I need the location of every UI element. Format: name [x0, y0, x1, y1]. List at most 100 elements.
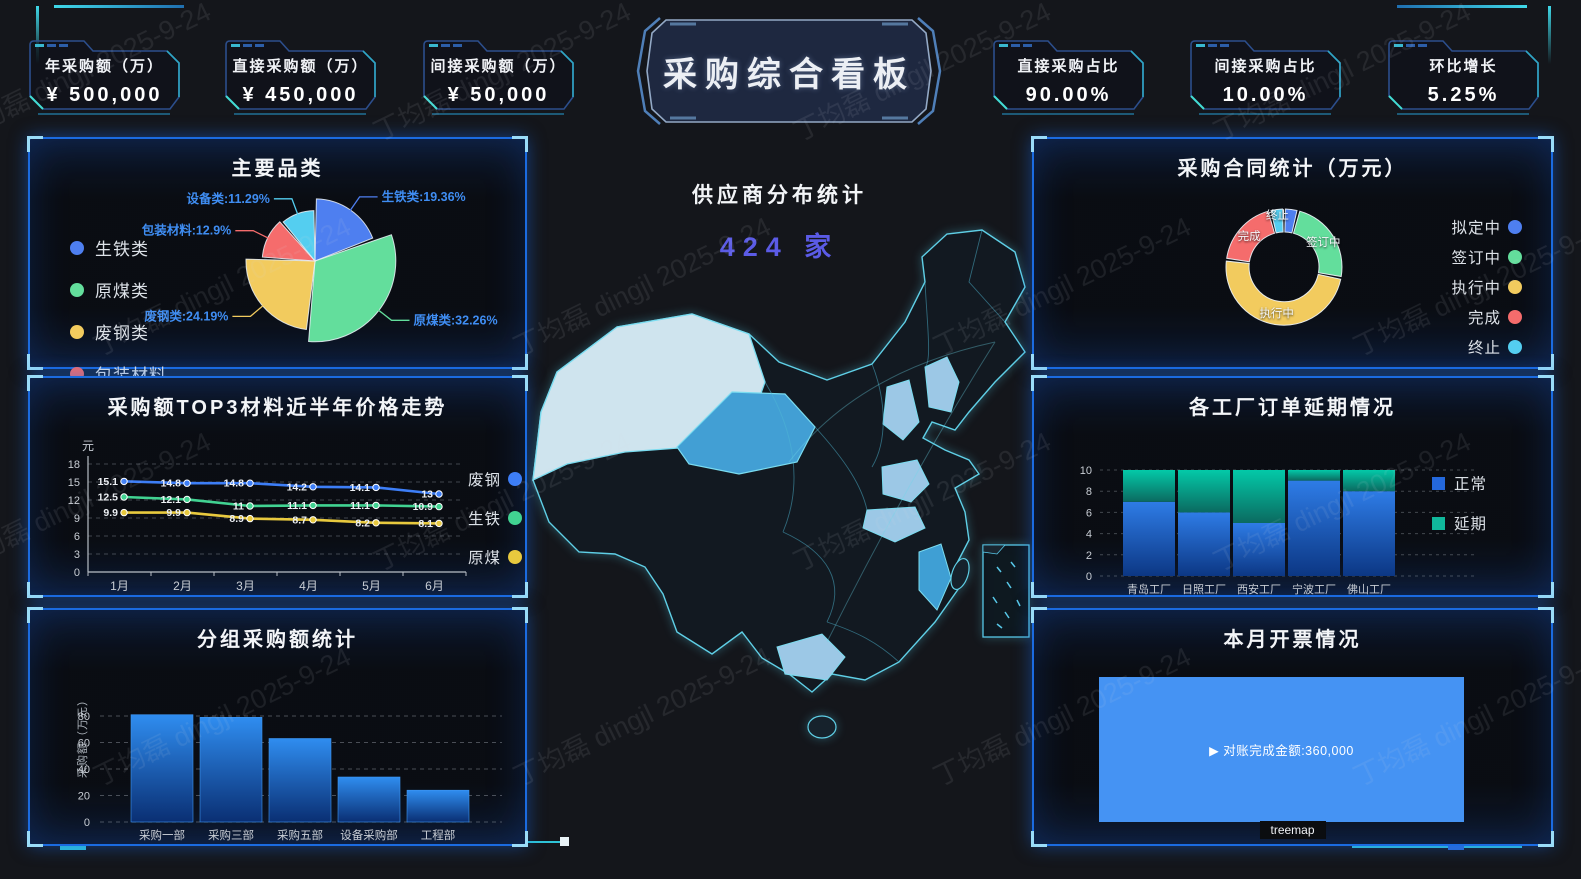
province-borders	[764, 229, 1006, 663]
legend-item[interactable]: 原煤类	[70, 277, 167, 302]
legend-item[interactable]: 延期	[1432, 512, 1487, 534]
legend-swatch	[1432, 476, 1445, 490]
svg-text:9.9: 9.9	[103, 507, 118, 519]
panel-title: 采购额TOP3材料近半年价格走势	[107, 397, 448, 419]
panel-corner	[27, 831, 43, 847]
panel-corner	[1538, 136, 1554, 152]
categories-rose-pie-chart[interactable]: 生铁类:19.36% 原煤类:32.26% 废钢类:24.19% 包装材料:12.9%…	[30, 139, 525, 367]
contract-donut-chart[interactable]: 签订中执行中完成终止	[1034, 139, 1551, 367]
line-legend[interactable]: 废钢生铁原煤	[460, 468, 522, 568]
province-guangxi[interactable]	[776, 633, 846, 681]
svg-text:8.9: 8.9	[229, 513, 244, 525]
panel-corner	[27, 136, 43, 152]
svg-text:3: 3	[74, 549, 80, 561]
kpi-card-frame	[993, 40, 1144, 115]
panel-title: 分组采购额统计	[197, 629, 358, 651]
panel-corner	[1538, 831, 1554, 847]
kpi-card-direct-purchase: 直接采购额（万） ¥ 450,000	[218, 36, 383, 122]
svg-text:14.8: 14.8	[224, 478, 245, 490]
panel-corner	[512, 831, 528, 847]
dashboard-title-badge: 采购综合看板	[630, 12, 948, 130]
svg-text:3月: 3月	[236, 579, 255, 593]
factory-delay-stacked-bar-chart[interactable]: 0 2 4 6 8 10 青岛工厂 日照工厂 西安工厂 宁波工厂 佛山工厂	[1034, 378, 1551, 596]
kpi-label: 直接采购占比	[1017, 58, 1120, 75]
svg-text:2月: 2月	[173, 579, 192, 593]
legend-item[interactable]: 废钢类	[70, 319, 167, 344]
panel-corner	[1538, 607, 1554, 623]
legend-label: 终止	[1467, 339, 1501, 357]
panel-price-trend: 采购额TOP3材料近半年价格走势 废钢 生铁 原煤 0 3 6 9 12 15 18 元 1月 2月 3…	[27, 375, 528, 598]
panel-corner	[27, 607, 43, 623]
svg-text:11.1: 11.1	[350, 500, 370, 512]
province-hainan[interactable]	[807, 715, 837, 739]
legend-label: 原煤类	[95, 282, 149, 301]
svg-text:青岛工厂: 青岛工厂	[1127, 582, 1171, 596]
page-title: 采购综合看板	[663, 55, 915, 94]
legend-item[interactable]: 完成	[1430, 305, 1522, 328]
svg-text:佛山工厂: 佛山工厂	[1347, 583, 1391, 596]
panel-title: 采购合同统计（万元）	[1177, 158, 1408, 180]
price-trend-line-chart[interactable]: 0 3 6 9 12 15 18 元 1月 2月 3月 4月 5月 6月 15.1 14.8 14.8 14.2 1…	[30, 378, 525, 595]
panel-corner	[1031, 375, 1047, 391]
legend-item[interactable]: 执行中	[1430, 275, 1522, 298]
svg-text:4月: 4月	[299, 579, 318, 593]
svg-text:0: 0	[1086, 571, 1092, 583]
panel-contract-stats: 采购合同统计（万元） 拟定中 签订中 执行中 完成 终止 签订中 执行中 完成 终止	[1031, 136, 1554, 370]
province-hubei[interactable]	[862, 506, 926, 543]
legend-item[interactable]: 原煤	[460, 546, 522, 568]
svg-text:18: 18	[68, 459, 80, 471]
south-china-sea-inset	[982, 544, 1030, 638]
kpi-card-direct-ratio: 直接采购占比 90.00%	[986, 36, 1151, 122]
legend-label: 延期	[1454, 516, 1488, 533]
legend-swatch	[508, 511, 522, 525]
donut-legend[interactable]: 拟定中签订中执行中完成终止	[1430, 215, 1522, 358]
panel-corner	[27, 375, 43, 391]
legend-swatch	[70, 324, 84, 339]
svg-text:2: 2	[1086, 550, 1092, 562]
svg-text:14.8: 14.8	[161, 478, 182, 490]
panel-corner	[1031, 354, 1047, 370]
legend-item[interactable]: 签订中	[1430, 245, 1522, 268]
china-map[interactable]	[527, 222, 1032, 860]
kpi-value: 5.25%	[1427, 84, 1500, 106]
kpi-card-annual-purchase: 年采购额（万） ¥ 500,000	[22, 36, 187, 122]
kpi-value: 10.00%	[1222, 84, 1309, 106]
kpi-card-indirect-purchase: 间接采购额（万） ¥ 50,000	[416, 36, 581, 122]
treemap-node[interactable]: ▶ 对账完成金额:360,000	[1099, 677, 1464, 822]
province-henan[interactable]	[881, 459, 930, 503]
legend-item[interactable]: 拟定中	[1430, 215, 1522, 238]
svg-text:工程部: 工程部	[421, 828, 456, 842]
legend-item[interactable]: 正常	[1432, 472, 1487, 494]
svg-text:20: 20	[78, 791, 90, 803]
svg-text:生铁类:19.36%: 生铁类:19.36%	[382, 189, 466, 204]
svg-text:10: 10	[1080, 465, 1092, 477]
province-hebei[interactable]	[924, 356, 960, 413]
panel-corner	[1538, 375, 1554, 391]
panel-corner	[512, 354, 528, 370]
kpi-label: 环比增长	[1429, 58, 1498, 75]
svg-text:15: 15	[68, 477, 80, 489]
kpi-label: 间接采购额（万）	[430, 58, 567, 75]
legend-item[interactable]: 废钢	[460, 468, 522, 490]
title-badge-frame	[636, 17, 942, 125]
legend-item[interactable]: 终止	[1430, 335, 1522, 358]
legend-swatch	[70, 282, 84, 297]
svg-text:12: 12	[68, 495, 80, 507]
svg-text:采购三部: 采购三部	[208, 828, 254, 842]
svg-text:采购五部: 采购五部	[277, 828, 323, 842]
stack-legend[interactable]: 正常延期	[1432, 472, 1487, 534]
panel-corner	[512, 136, 528, 152]
legend-item[interactable]: 生铁	[460, 507, 522, 529]
kpi-label: 间接采购占比	[1214, 58, 1317, 75]
svg-text:8.1: 8.1	[418, 518, 433, 530]
province-taiwan[interactable]	[947, 556, 972, 591]
group-purchase-bar-chart[interactable]: 0 20 40 60 80 采购一部 采购三部 采购五部 设备采购部 工程部	[30, 610, 525, 844]
legend-swatch	[1508, 279, 1522, 294]
legend-label: 执行中	[1451, 279, 1501, 297]
treemap-breadcrumb[interactable]: treemap	[1259, 821, 1326, 839]
legend-item[interactable]: 生铁类	[70, 235, 167, 260]
panel-title: 主要品类	[231, 158, 324, 180]
legend-label: 原煤	[467, 550, 501, 567]
province-jiangxi[interactable]	[918, 543, 952, 611]
